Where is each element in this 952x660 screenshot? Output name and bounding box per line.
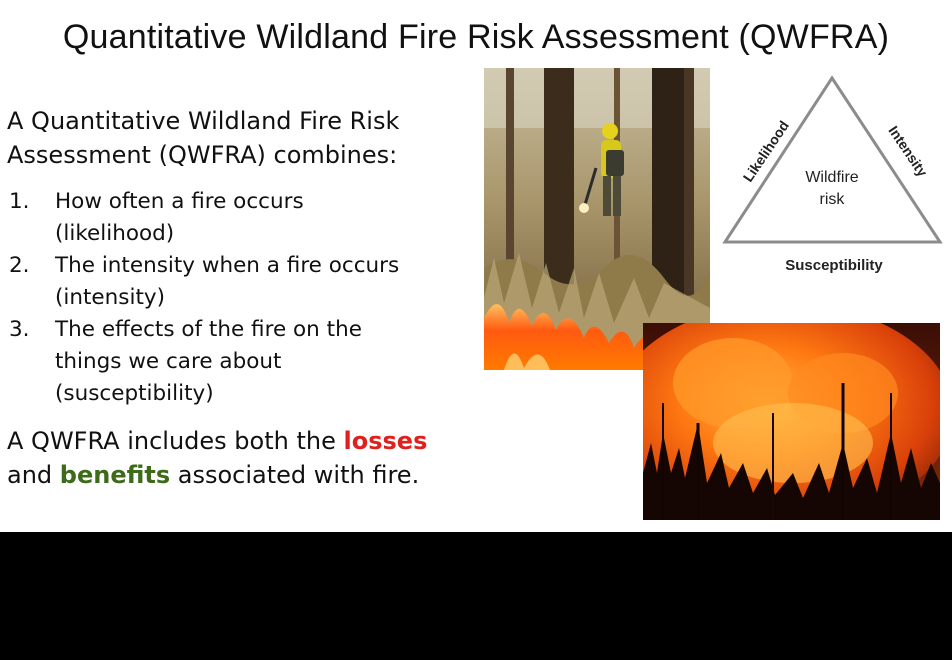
intro-line-1: A Quantitative Wildland Fire Risk (7, 107, 400, 135)
summary-part-3: associated with fire. (170, 461, 420, 489)
list-item-text: The effects of the fire on the (55, 317, 362, 342)
list-item: 2. The intensity when a fire occurs (int… (7, 250, 457, 314)
list-item-number: 3. (9, 317, 30, 342)
list-item-number: 1. (9, 189, 30, 214)
summary-part-1: A QWFRA includes both the (7, 427, 344, 455)
benefits-word: benefits (59, 461, 171, 489)
components-list: 1. How often a fire occurs (likelihood) … (7, 186, 457, 410)
summary-text: A QWFRA includes both the losses and ben… (7, 424, 477, 492)
triangle-center-line-2: risk (820, 191, 846, 208)
crown-fire-photo (643, 323, 940, 520)
slide-title: Quantitative Wildland Fire Risk Assessme… (62, 18, 890, 56)
triangle-center-line-1: Wildfire (805, 169, 858, 186)
list-item-text: (likelihood) (55, 221, 175, 246)
summary-line-1: A QWFRA includes both the losses (7, 424, 477, 458)
slide: Quantitative Wildland Fire Risk Assessme… (0, 0, 952, 532)
list-item-text: The intensity when a fire occurs (55, 253, 400, 278)
list-item-number: 2. (9, 253, 30, 278)
intro-line-2: Assessment (QWFRA) combines: (7, 141, 398, 169)
list-item-text: (susceptibility) (55, 381, 214, 406)
wildfire-risk-triangle: Likelihood Intensity Wildfire risk Susce… (722, 75, 943, 274)
summary-line-2: and benefits associated with fire. (7, 458, 477, 492)
susceptibility-label: Susceptibility (785, 257, 883, 274)
list-item: 1. How often a fire occurs (likelihood) (7, 186, 457, 250)
triangle-outline (722, 75, 943, 244)
firefighter-photo (484, 68, 710, 370)
list-item-text: things we care about (55, 349, 282, 374)
list-item-text: How often a fire occurs (55, 189, 304, 214)
list-item: 3. The effects of the fire on the things… (7, 314, 457, 410)
losses-word: losses (343, 427, 428, 455)
summary-part-2: and (7, 461, 60, 489)
intro-text: A Quantitative Wildland Fire Risk Assess… (7, 104, 467, 172)
list-item-text: (intensity) (55, 285, 165, 310)
